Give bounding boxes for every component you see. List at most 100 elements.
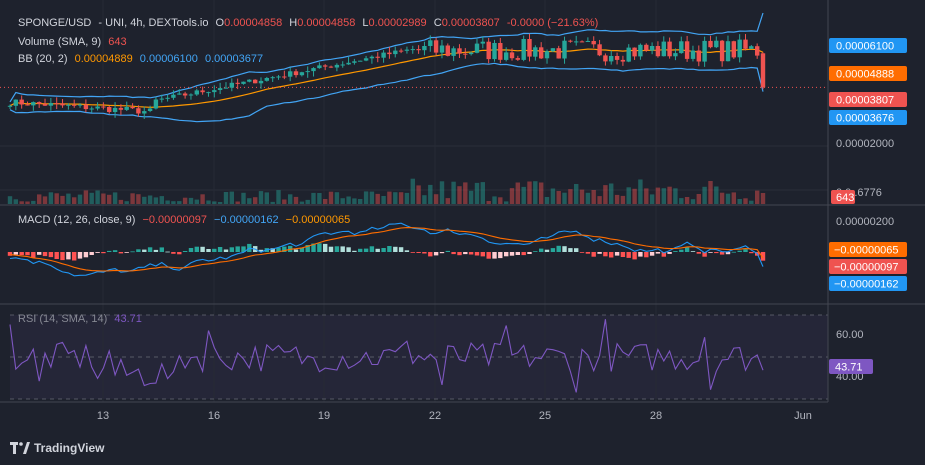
macd-histogram-bar <box>404 250 410 252</box>
candle-body <box>165 97 170 99</box>
macd-legend[interactable]: MACD (12, 26, close, 9) −0.00000097 −0.0… <box>18 214 354 226</box>
candle-body <box>393 50 398 55</box>
macd-histogram-bar <box>556 245 561 252</box>
volume-bar <box>702 186 707 204</box>
macd-histogram-bar <box>725 252 731 255</box>
volume-bar <box>556 191 561 204</box>
macd-histogram-bar <box>638 252 643 257</box>
volume-bar <box>136 194 141 204</box>
macd-histogram-bar <box>42 252 48 257</box>
candle-body <box>398 50 404 52</box>
macd-histogram-bar <box>451 252 456 255</box>
volume-legend[interactable]: Volume (SMA, 9) 643 <box>18 36 131 48</box>
macd-histogram-bar <box>562 246 567 252</box>
volume-bar <box>381 196 386 204</box>
candle-body <box>574 41 579 43</box>
candle-body <box>696 50 701 62</box>
candle-body <box>7 105 13 107</box>
volume-bar <box>445 198 450 204</box>
candle-body <box>708 40 713 48</box>
macd-histogram-bar <box>521 252 526 256</box>
candle-body <box>755 46 760 56</box>
bb-legend-upper: 0.00006100 <box>139 53 198 65</box>
macd-histogram-bar <box>282 246 287 252</box>
candle-body <box>352 61 357 63</box>
volume-bar <box>439 181 445 204</box>
candle-body <box>468 52 474 55</box>
badge-macd-line: −0.00000162 <box>829 276 907 291</box>
candle-body <box>644 44 649 51</box>
badge-volume: 643 <box>831 190 855 204</box>
candle-body <box>95 106 100 109</box>
macd-histogram-bar <box>387 246 392 252</box>
rsi-legend-value: 43.71 <box>114 313 142 325</box>
volume-bar <box>212 201 217 204</box>
candle-body <box>311 68 316 72</box>
tradingview-logo[interactable]: TradingView <box>10 439 104 457</box>
candle-body <box>591 41 596 45</box>
candle-body <box>375 56 380 58</box>
macd-axis-tick: 0.00000200 <box>836 216 894 228</box>
volume-bar <box>760 193 766 204</box>
svg-text:0.00003676: 0.00003676 <box>836 113 894 125</box>
macd-histogram-bar <box>217 247 223 252</box>
volume-bar <box>165 200 170 204</box>
volume-bar <box>177 201 182 204</box>
badge-bb-lower: 0.00003676 <box>829 110 907 125</box>
candle-body <box>317 65 322 69</box>
candle-body <box>737 39 742 58</box>
candle-body <box>550 48 556 52</box>
svg-text:643: 643 <box>836 192 854 204</box>
volume-bar <box>428 184 433 204</box>
volume-bar <box>223 192 229 204</box>
time-label: 22 <box>429 410 441 422</box>
bb-upper-line <box>9 12 764 103</box>
rsi-legend[interactable]: RSI (14, SMA, 14) 43.71 <box>18 313 146 325</box>
macd-histogram-bar <box>147 247 153 252</box>
candle-body <box>229 82 234 88</box>
macd-histogram-bar <box>661 252 666 257</box>
candle-body <box>603 55 608 62</box>
pane-dividers[interactable] <box>0 0 925 403</box>
time-axis[interactable]: 13 16 19 22 25 28 Jun <box>97 410 812 422</box>
candle-body <box>288 71 293 77</box>
candlestick-series[interactable] <box>7 33 766 119</box>
macd-histogram-bar <box>89 252 94 255</box>
candle-body <box>72 104 77 106</box>
macd-histogram-bar <box>474 252 480 256</box>
candle-body <box>235 82 240 84</box>
volume-bar <box>539 182 544 204</box>
volume-bar <box>124 201 129 204</box>
candle-body <box>486 41 491 60</box>
candle-body <box>428 40 433 46</box>
volume-bar <box>352 198 357 204</box>
volume-bar <box>142 196 147 204</box>
volume-bar <box>369 191 375 204</box>
candle-body <box>719 40 725 62</box>
volume-bar <box>31 200 36 204</box>
candle-body <box>358 60 363 62</box>
candle-body <box>282 76 287 78</box>
macd-histogram-bar <box>223 249 229 252</box>
volume-bar <box>679 198 684 204</box>
volume-bar <box>498 197 503 204</box>
volume-bar <box>614 194 620 204</box>
macd-histogram-bar <box>714 252 719 254</box>
price-legend[interactable]: SPONGE/USD - UNI, 4h, DEXTools.io O0.000… <box>18 17 602 29</box>
macd-histogram-bar <box>649 252 655 256</box>
volume-bar <box>299 201 305 204</box>
candle-body <box>124 107 129 110</box>
volume-bar <box>574 184 579 204</box>
candle-body <box>223 87 229 89</box>
macd-histogram-bar <box>340 246 345 252</box>
volume-bar <box>276 190 281 204</box>
macd-histogram-bar <box>276 247 281 252</box>
macd-histogram-bar <box>107 250 112 252</box>
candle-body <box>714 40 719 48</box>
bb-legend[interactable]: BB (20, 2) 0.00004889 0.00006100 0.00003… <box>18 53 267 65</box>
candle-body <box>451 48 456 56</box>
macd-histogram-bar <box>579 252 585 253</box>
macd-histogram-bar <box>130 251 135 253</box>
volume-bar <box>696 194 701 204</box>
